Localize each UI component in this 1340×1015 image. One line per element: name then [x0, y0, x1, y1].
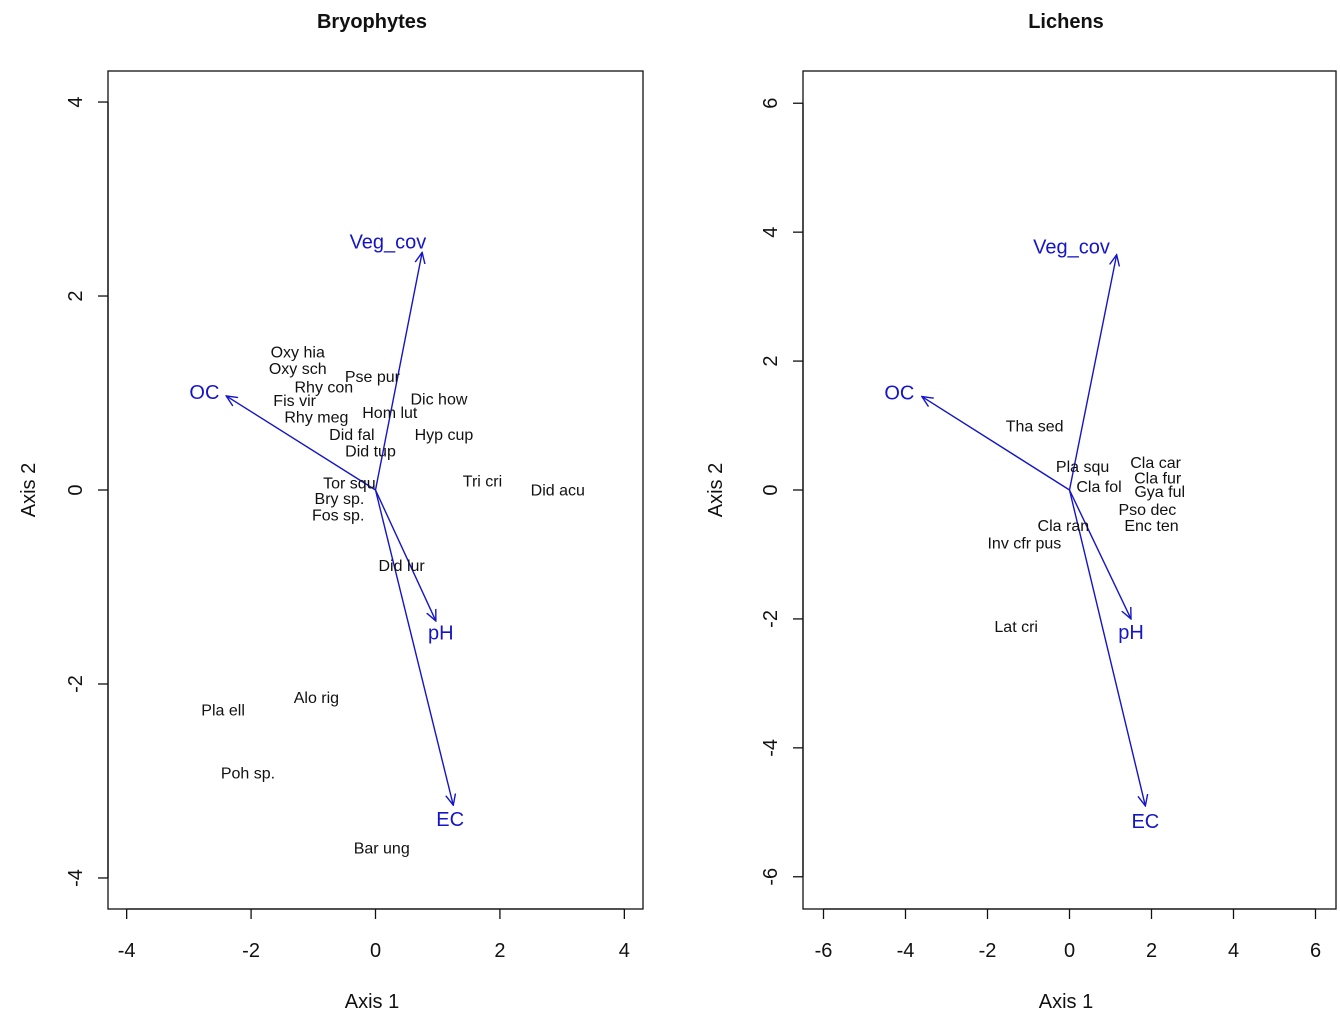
species-label: Bar ung — [354, 840, 410, 857]
species-label: Tha sed — [1006, 418, 1064, 435]
y-tick-label: 6 — [760, 98, 782, 109]
species-label: Cla ran — [1038, 518, 1090, 535]
panel-title: Bryophytes — [317, 11, 427, 33]
species-label: Oxy sch — [269, 361, 327, 378]
vector-arrow — [1068, 489, 1132, 619]
x-tick-label: -2 — [979, 940, 997, 962]
vector-label: EC — [436, 809, 464, 831]
species-label: Enc ten — [1124, 518, 1178, 535]
x-tick-label: 6 — [1310, 940, 1321, 962]
species-label: Hyp cup — [415, 427, 474, 444]
species-label: Did acu — [531, 482, 585, 499]
species-label: Did fal — [329, 427, 374, 444]
y-tick-label: 2 — [65, 290, 87, 301]
x-tick-label: 4 — [1228, 940, 1239, 962]
y-axis-title: Axis 2 — [705, 463, 727, 517]
y-tick-label: -2 — [760, 610, 782, 628]
panel-bryophytes: Bryophytes -4 -2 0 2 4 -4 -2 0 2 4 Axis 1 Axis 2… — [18, 11, 644, 1013]
species-label: Pse pur — [345, 369, 401, 386]
x-tick-label: 2 — [1146, 940, 1157, 962]
species-label: Alo rig — [294, 690, 339, 707]
species-label: Did tup — [345, 444, 396, 461]
x-tick-label: 4 — [619, 940, 630, 962]
x-tick-label: -6 — [815, 940, 833, 962]
species-label: Inv cfr pus — [987, 536, 1061, 553]
x-axis-title: Axis 1 — [345, 991, 399, 1013]
vector-label: EC — [1131, 811, 1159, 833]
species-label: Rhy meg — [284, 410, 348, 427]
species-label: Lat cri — [994, 619, 1038, 636]
vector-arrow — [1068, 255, 1117, 491]
y-tick-label: 4 — [760, 227, 782, 238]
vector-label: pH — [428, 623, 454, 645]
y-tick-label: -2 — [65, 675, 87, 693]
species-label: Pla ell — [201, 703, 245, 720]
species-label: Cla fol — [1076, 479, 1121, 496]
species-label: Pso dec — [1118, 502, 1176, 519]
species-label: Tri cri — [463, 474, 502, 491]
x-axis: -4 -2 0 2 4 — [118, 908, 630, 962]
species-label: Cla fur — [1134, 471, 1182, 488]
vector-label: OC — [189, 382, 219, 404]
x-axis: -6 -4 -2 0 2 4 6 — [815, 908, 1321, 962]
species-label: Dic how — [411, 391, 468, 408]
y-tick-label: -4 — [65, 869, 87, 887]
species-label: Fos sp. — [312, 508, 364, 525]
species-label: Cla car — [1130, 455, 1181, 472]
y-axis: -6 -4 -2 0 2 4 6 — [760, 98, 804, 886]
vector-arrow — [922, 397, 1070, 491]
x-tick-label: 0 — [370, 940, 381, 962]
vector-arrows: Veg_cov OC pH EC — [189, 232, 464, 831]
species-label: Hom lut — [362, 405, 418, 422]
y-tick-label: 0 — [760, 484, 782, 495]
panel-lichens: Lichens -6 -4 -2 0 2 4 6 -6 -4 -2 0 2 4 6 Axis 1 Axi… — [705, 11, 1337, 1013]
vector-arrows: Veg_cov OC pH EC — [884, 237, 1159, 833]
y-tick-label: 0 — [65, 484, 87, 495]
species-label: Pla squ — [1056, 459, 1109, 476]
species-label: Fis vir — [273, 393, 316, 410]
y-tick-label: 2 — [760, 356, 782, 367]
vector-label: OC — [884, 382, 914, 404]
panel-title: Lichens — [1028, 11, 1104, 33]
species-label: Rhy con — [295, 380, 354, 397]
x-tick-label: 2 — [494, 940, 505, 962]
vector-arrow — [374, 489, 454, 805]
y-tick-label: 4 — [65, 96, 87, 107]
vector-label: pH — [1118, 622, 1144, 644]
species-label: Tor squ — [323, 476, 375, 493]
y-axis: -4 -2 0 2 4 — [65, 96, 109, 887]
x-tick-label: 0 — [1064, 940, 1075, 962]
species-label: Oxy hia — [271, 345, 325, 362]
vector-label: Veg_cov — [350, 232, 427, 254]
x-tick-label: -4 — [897, 940, 915, 962]
x-tick-label: -4 — [118, 940, 136, 962]
y-tick-label: -6 — [760, 868, 782, 886]
vector-label: Veg_cov — [1033, 237, 1110, 259]
species-label: Bry sp. — [315, 491, 365, 508]
y-axis-title: Axis 2 — [18, 463, 40, 517]
species-label: Poh sp. — [221, 766, 275, 783]
vector-arrow — [374, 489, 436, 621]
y-tick-label: -4 — [760, 739, 782, 757]
vector-arrow — [1068, 489, 1146, 806]
species-label: Gya ful — [1134, 484, 1185, 501]
x-axis-title: Axis 1 — [1039, 991, 1093, 1013]
vector-arrow — [374, 252, 423, 491]
x-tick-label: -2 — [242, 940, 260, 962]
vector-arrow — [226, 396, 376, 491]
species-label: Did lur — [379, 558, 426, 575]
